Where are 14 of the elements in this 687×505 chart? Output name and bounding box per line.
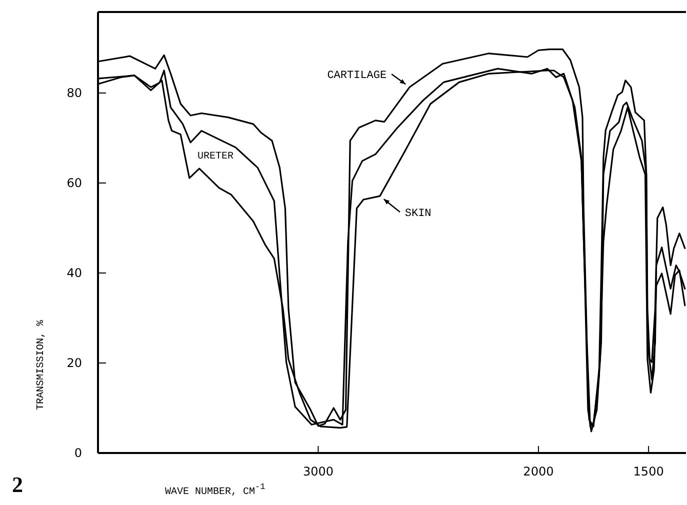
y-axis-title: TRANSMISSION, %: [36, 320, 47, 410]
text: SKIN: [404, 208, 432, 220]
x-tick-label: 1500: [633, 464, 664, 479]
y-tick-label: 0: [74, 446, 82, 460]
y-tick-label: 60: [66, 176, 82, 190]
text: 2: [12, 472, 23, 497]
y-tick-label: 20: [66, 356, 82, 370]
x-tick-label: 3000: [302, 464, 334, 479]
series-label: URETER: [197, 152, 234, 162]
x-axis-title: WAVE NUMBER, CM$^{-1}$: [165, 482, 266, 498]
y-tick-label: 40: [66, 266, 82, 280]
x-tick-label: 2000: [523, 464, 554, 479]
y-tick-label: 80: [66, 86, 82, 100]
legend-label: CARTILAGE: [327, 70, 388, 82]
